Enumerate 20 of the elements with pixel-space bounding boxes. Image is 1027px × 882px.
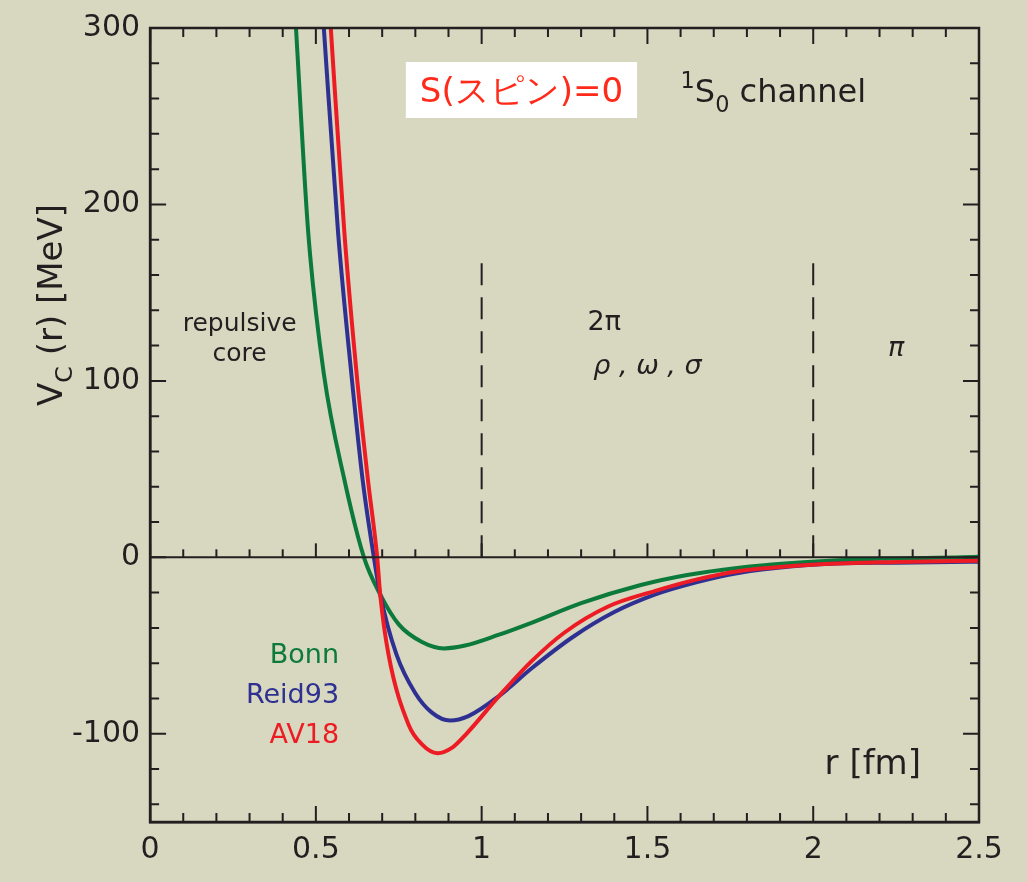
text: Reid93 bbox=[245, 678, 340, 710]
y-tick-label: 300 bbox=[82, 7, 141, 43]
x-tick-label: 2.5 bbox=[955, 829, 1003, 865]
x-tick-label: 1.5 bbox=[623, 829, 672, 865]
x-axis-title: r [fm] bbox=[824, 742, 921, 783]
annotation: π bbox=[887, 331, 905, 363]
y-tick-label: -100 bbox=[71, 713, 141, 749]
annotation: S(スピン)=0 bbox=[419, 70, 624, 111]
y-tick-label: 200 bbox=[82, 184, 141, 220]
text: Bonn bbox=[269, 638, 340, 670]
annotation: 2π bbox=[587, 304, 622, 336]
x-tick-label: 0.5 bbox=[292, 829, 340, 865]
y-tick-label: 0 bbox=[120, 537, 141, 573]
y-tick-label: 100 bbox=[82, 360, 141, 396]
x-tick-label: 2 bbox=[803, 829, 823, 865]
annotation: ρ , ω , σ bbox=[593, 348, 703, 380]
x-tick-label: 1 bbox=[472, 829, 492, 865]
y-axis-title: VC (r) [MeV] bbox=[30, 203, 79, 407]
text: AV18 bbox=[269, 718, 340, 750]
annotation: repulsive core bbox=[182, 308, 297, 368]
